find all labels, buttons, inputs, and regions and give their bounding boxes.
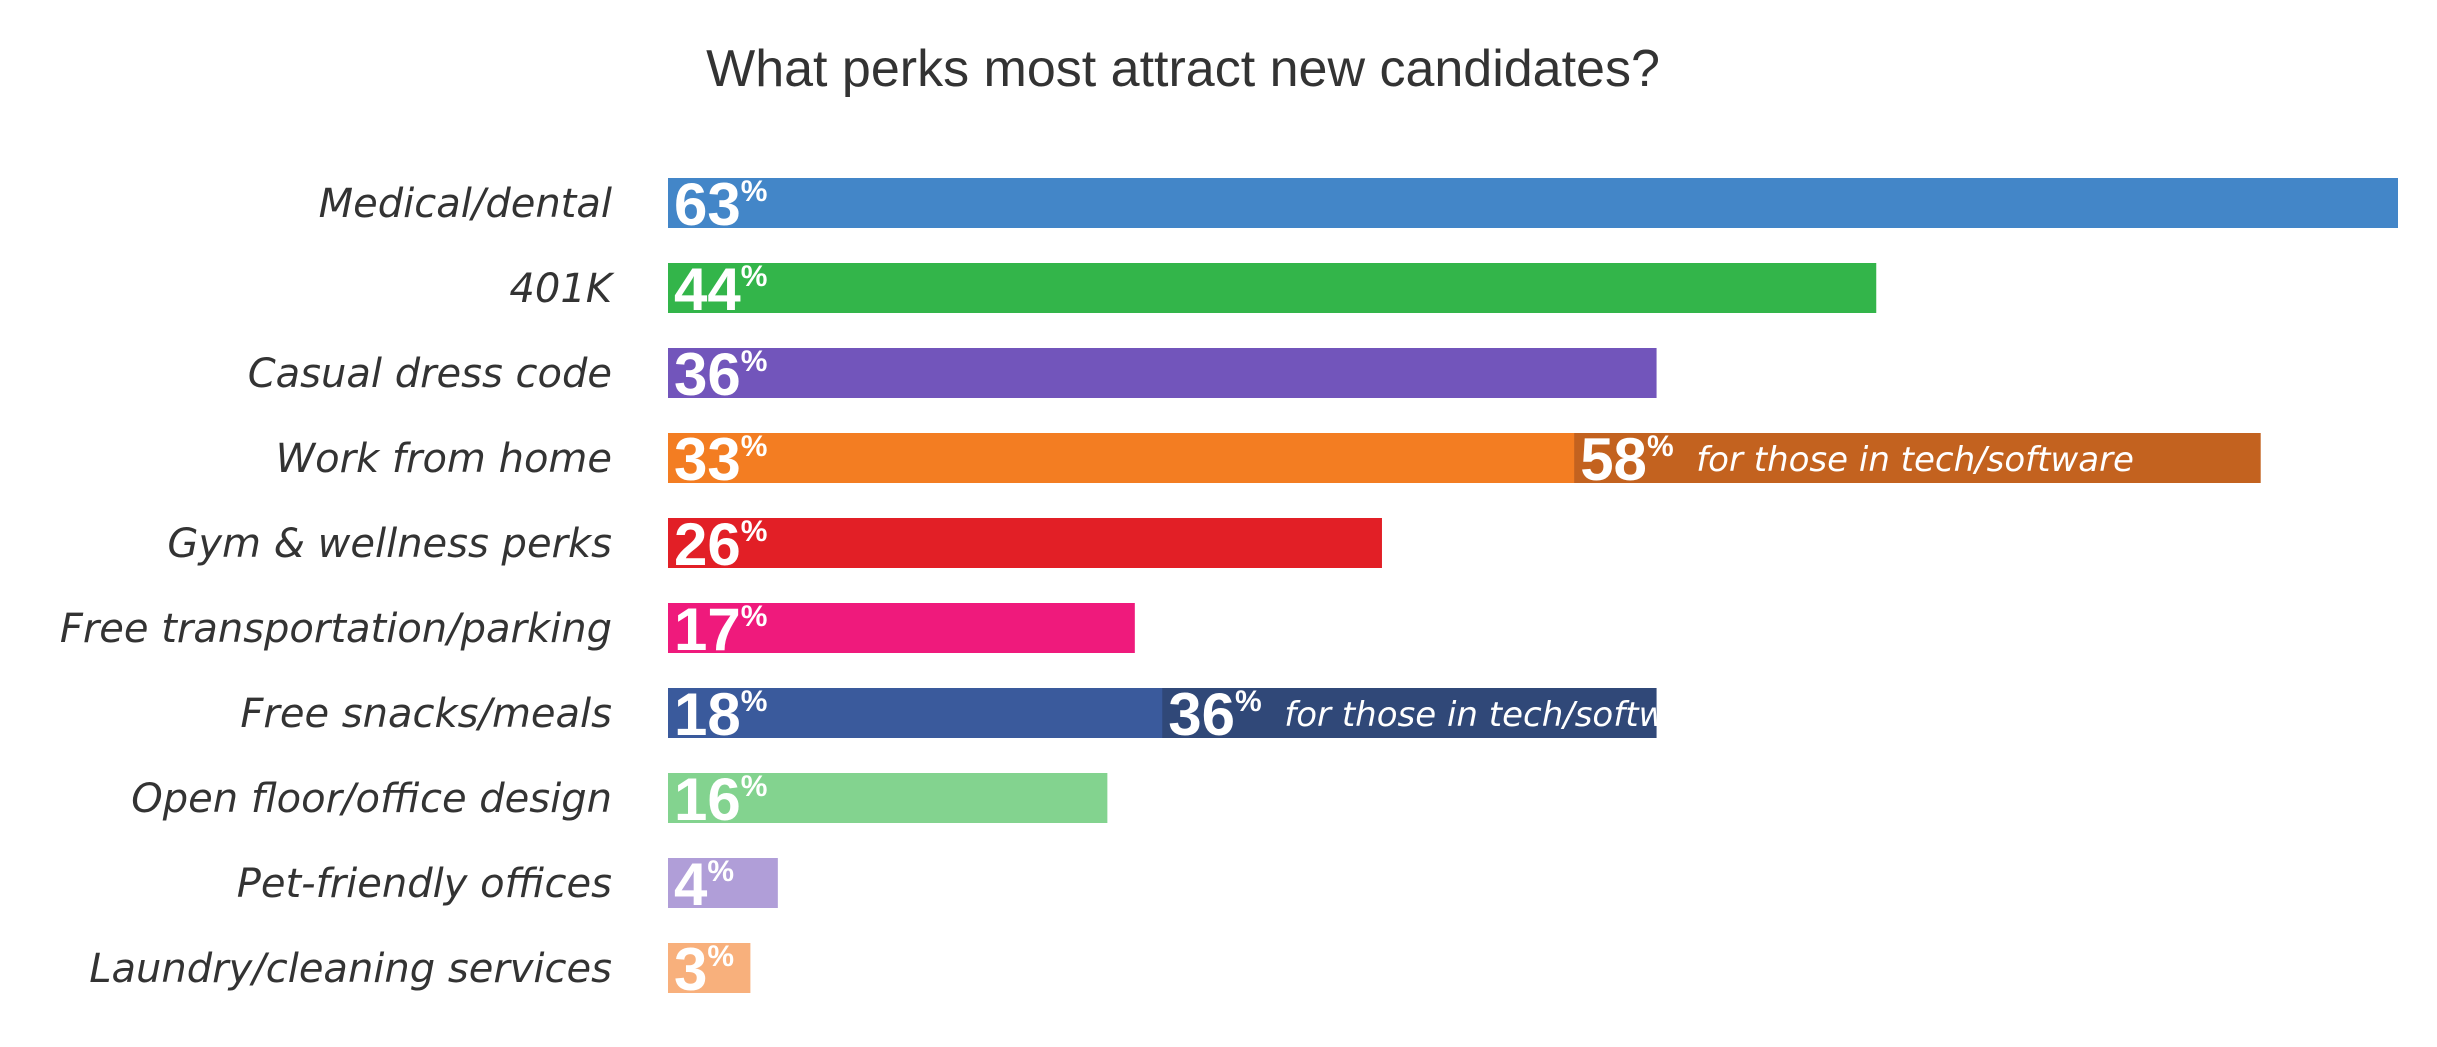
bar xyxy=(668,603,1135,653)
category-label: Work from home xyxy=(276,436,612,482)
bar xyxy=(668,688,1163,738)
category-label: 401K xyxy=(509,266,614,312)
value-label-percent-sign: % xyxy=(707,940,734,973)
category-label: Free snacks/meals xyxy=(240,691,612,737)
bar xyxy=(668,858,778,908)
value-label-percent-sign: % xyxy=(741,175,768,208)
sub-value-label: 58% xyxy=(1580,426,1673,493)
sub-value-note: for those in tech/software xyxy=(1696,440,2134,480)
category-label: Open floor/office design xyxy=(131,776,612,822)
bars-group: Medical/dental 63%401K 44%Casual dress cod… xyxy=(60,171,2398,1003)
value-label-percent-sign: % xyxy=(707,855,734,888)
value-label-percent-sign: % xyxy=(741,770,768,803)
bar xyxy=(668,433,1575,483)
category-label: Laundry/cleaning services xyxy=(89,946,612,992)
sub-value-label-percent-sign: % xyxy=(1235,685,1262,718)
category-label: Free transportation/parking xyxy=(60,606,612,652)
bar xyxy=(668,943,751,993)
category-label: Pet-friendly offices xyxy=(237,861,612,907)
value-label-percent-sign: % xyxy=(741,515,768,548)
sub-value-note: for those in tech/software xyxy=(1284,695,1722,735)
bar xyxy=(668,178,2398,228)
bar xyxy=(668,773,1108,823)
value-label-percent-sign: % xyxy=(741,600,768,633)
value-label: 63% xyxy=(674,171,767,238)
bar xyxy=(668,348,1657,398)
category-label: Casual dress code xyxy=(248,351,612,397)
sub-value-label-percent-sign: % xyxy=(1647,430,1674,463)
value-label-percent-sign: % xyxy=(741,260,768,293)
category-label: Gym & wellness perks xyxy=(167,521,612,567)
category-label: Medical/dental xyxy=(319,181,612,227)
value-label-percent-sign: % xyxy=(741,430,768,463)
chart-title: What perks most attract new candidates? xyxy=(706,40,1660,98)
bar xyxy=(668,263,1877,313)
value-label-percent-sign: % xyxy=(741,685,768,718)
bar xyxy=(668,518,1382,568)
value-label-percent-sign: % xyxy=(741,345,768,378)
